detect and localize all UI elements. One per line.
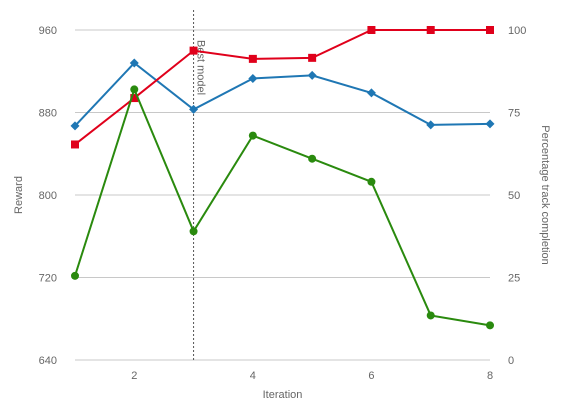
x-tick-label-2: 6 — [368, 370, 374, 382]
series-1-point-4 — [308, 53, 317, 62]
y-right-tick-label-0: 0 — [508, 355, 514, 367]
y-right-tick-label-3: 75 — [508, 108, 520, 120]
series-1-point-1 — [130, 94, 139, 103]
series-0-point-5 — [366, 88, 376, 98]
y-right-tick-label-4: 100 — [508, 25, 526, 37]
series-0-point-7 — [485, 119, 495, 129]
series-1-point-0 — [71, 140, 79, 149]
series-2-point-4 — [308, 154, 317, 163]
series-2-point-6 — [426, 311, 435, 320]
series-1-line — [74, 29, 490, 146]
x-axis-title: Iteration — [263, 389, 303, 401]
series-2-point-2 — [189, 227, 198, 236]
annotation-layer: Best model — [193, 10, 207, 360]
series-layer — [70, 26, 495, 330]
y-left-tick-label-2: 800 — [39, 190, 57, 202]
series-0-line — [74, 61, 491, 127]
series-2-point-1 — [130, 85, 139, 94]
right-y-axis-title: Percentage track completion — [539, 125, 551, 264]
series-2-point-0 — [71, 271, 79, 280]
x-tick-label-3: 8 — [487, 370, 493, 382]
y-right-tick-label-2: 50 — [508, 190, 520, 202]
y-left-tick-label-0: 640 — [39, 355, 57, 367]
left-y-axis-title: Reward — [13, 176, 25, 214]
series-1-point-7 — [486, 26, 494, 34]
x-tick-label-1: 4 — [250, 370, 256, 382]
series-0-point-2 — [189, 104, 199, 114]
series-0-point-3 — [248, 73, 258, 83]
y-right-tick-label-1: 25 — [508, 273, 520, 285]
y-left-tick-label-3: 880 — [39, 108, 57, 120]
series-0-point-0 — [70, 121, 80, 131]
series-0-point-6 — [426, 120, 436, 130]
series-0-point-4 — [307, 70, 317, 80]
series-2-point-3 — [248, 131, 257, 140]
tick-layer: 640 720 800 880 960 0 25 50 75 100 2 4 6 8 — [39, 25, 527, 382]
y-left-tick-label-1: 720 — [39, 273, 57, 285]
x-tick-label-0: 2 — [131, 370, 137, 382]
series-0-point-1 — [129, 58, 139, 68]
series-1-point-5 — [367, 26, 376, 34]
series-1-point-6 — [426, 26, 435, 34]
y-left-tick-label-4: 960 — [39, 25, 57, 37]
series-2-line — [74, 86, 491, 327]
series-2-point-5 — [367, 177, 376, 186]
series-1-point-3 — [248, 54, 257, 63]
series-2-point-7 — [486, 321, 494, 330]
series-1-point-2 — [189, 46, 198, 55]
